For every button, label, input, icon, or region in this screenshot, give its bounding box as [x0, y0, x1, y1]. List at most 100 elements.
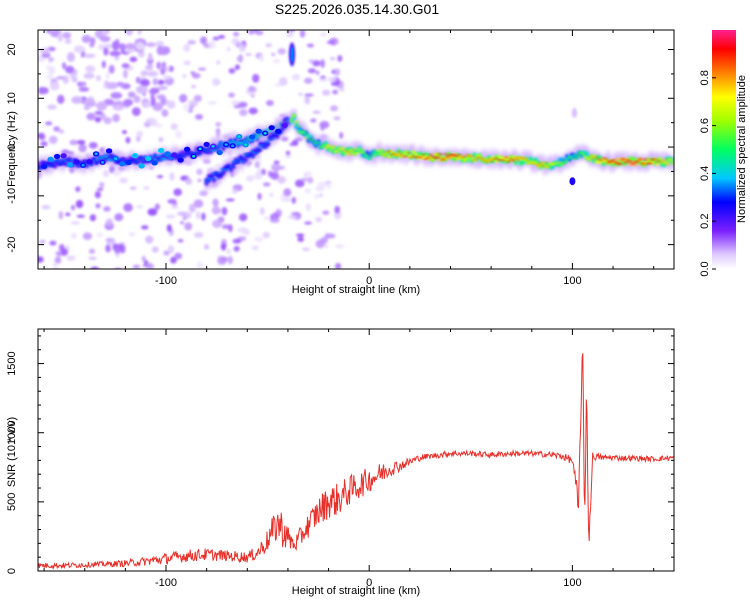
heatmap-speckle-blob [87, 270, 95, 278]
heatmap-blob [138, 163, 145, 169]
snr-y-tick-label: 1000 [6, 420, 18, 444]
heatmap-speckle-blob [315, 216, 323, 223]
heatmap-ridge-cell [465, 154, 470, 156]
heatmap-speckle-blob [47, 104, 57, 110]
heatmap-speckle-blob [183, 43, 191, 53]
heatmap-ridge-cell [418, 156, 423, 159]
heatmap-ridge-cell [440, 158, 445, 161]
heatmap-y-tick-label: 20 [6, 43, 18, 55]
heatmap-ridge-cell [430, 155, 436, 158]
heatmap-speckle-blob [265, 43, 273, 48]
heatmap-ridge-cell [604, 158, 609, 160]
heatmap-speckle-blob [58, 129, 65, 134]
heatmap-ridge-cell [377, 152, 382, 155]
heatmap-speckle-blob [291, 196, 297, 204]
heatmap-ridge-cell [591, 158, 596, 160]
heatmap-ridge-cell [421, 153, 426, 156]
heatmap-speckle-blob [335, 262, 342, 269]
heatmap-ridge-cell [255, 147, 260, 149]
heatmap-speckle-blob [121, 63, 130, 69]
heatmap-speckle-blob [94, 191, 101, 199]
heatmap-speckle-blob [185, 177, 193, 185]
heatmap-ridge-cell [104, 155, 109, 158]
heatmap-speckle-blob [202, 159, 211, 164]
heatmap-speckle-blob [183, 60, 192, 66]
heatmap-ridge-cell [48, 166, 53, 168]
colorbar-tick-label: 0.4 [699, 166, 711, 181]
heatmap-speckle-blob [177, 239, 184, 243]
heatmap-ridge-cell [157, 154, 162, 157]
heatmap-speckle-blob [291, 75, 301, 81]
heatmap-speckle-blob [254, 161, 261, 169]
heatmap-speckle-blob [333, 116, 341, 121]
heatmap-speckle-blob [162, 74, 172, 80]
heatmap-ridge-cell [330, 147, 336, 150]
heatmap-ridge-cell [67, 158, 72, 161]
heatmap-ridge-cell [665, 161, 670, 165]
heatmap-ridge-cell [511, 160, 516, 162]
heatmap-blob-core [263, 131, 267, 135]
heatmap-ridge-cell [270, 138, 275, 140]
heatmap-ridge-cell [465, 157, 470, 160]
heatmap-ridge-cell [291, 115, 297, 118]
heatmap-speckle-blob [242, 229, 251, 236]
heatmap-speckle-blob [226, 248, 231, 255]
heatmap-ridge-cell [140, 160, 145, 164]
heatmap-ridge-cell [62, 159, 67, 162]
heatmap-ridge-cell [501, 159, 506, 162]
heatmap-speckle-blob [201, 212, 206, 221]
heatmap-y-tick-label: 10 [6, 92, 18, 104]
heatmap-speckle-blob [154, 203, 160, 211]
heatmap-ridge-cell [445, 155, 450, 158]
heatmap-ridge-cell [348, 153, 353, 155]
heatmap-ridge-cell [357, 147, 362, 150]
heatmap-blob-core [237, 135, 241, 138]
heatmap-speckle-blob [231, 100, 240, 106]
heatmap-speckle-blob [301, 247, 311, 252]
heatmap-speckle-blob [248, 107, 258, 115]
heatmap-speckle-blob [255, 30, 264, 36]
heatmap-ridge-cell [433, 152, 438, 156]
heatmap-speckle-blob [78, 86, 90, 92]
heatmap-speckle-blob [62, 31, 71, 39]
heatmap-ridge-cell [289, 118, 294, 120]
heatmap-speckle-blob [195, 113, 204, 120]
heatmap-speckle-blob [108, 64, 115, 74]
heatmap-ridge-cell [582, 155, 587, 157]
heatmap-ridge-cell [406, 152, 411, 154]
heatmap-speckle-blob [315, 70, 320, 75]
heatmap-speckle-blob [136, 130, 144, 138]
heatmap-ridge-cell [482, 159, 487, 161]
heatmap-ridge-cell [50, 163, 55, 167]
heatmap-speckle-blob [143, 186, 150, 190]
heatmap-speckle-blob [156, 175, 164, 179]
heatmap-ridge-cell [638, 158, 643, 160]
heatmap-speckle-blob [145, 262, 155, 269]
heatmap-speckle-blob [190, 84, 197, 89]
heatmap-speckle-blob [125, 43, 136, 50]
heatmap-speckle-blob [304, 188, 312, 194]
heatmap-speckle-blob [129, 186, 137, 190]
heatmap-speckle-blob [106, 238, 116, 246]
heatmap-ridge-cell [513, 160, 518, 166]
heatmap-speckle-blob [83, 53, 96, 59]
heatmap-speckle-blob [317, 181, 327, 189]
heatmap-speckle-blob [81, 81, 87, 87]
heatmap-speckle-blob [135, 41, 145, 51]
heatmap-ridge-cell [643, 158, 648, 161]
heatmap-speckle-blob [199, 36, 208, 45]
heatmap-ridge-cell [246, 152, 251, 155]
heatmap-ridge-cell [516, 159, 521, 161]
heatmap-ridge-cell [443, 153, 448, 155]
heatmap-ridge-cell [506, 161, 511, 163]
heatmap-ridge-cell [216, 174, 221, 177]
heatmap-speckle-blob [95, 203, 101, 209]
heatmap-speckle-blob [46, 30, 52, 34]
heatmap-speckle-blob [197, 178, 202, 183]
heatmap-speckle-blob [50, 81, 60, 91]
heatmap-speckle-blob [187, 40, 197, 45]
heatmap-speckle-blob [81, 274, 85, 281]
heatmap-speckle-blob [56, 76, 65, 80]
heatmap-speckle-blob [38, 132, 46, 141]
heatmap-ridge-cell [204, 150, 209, 152]
